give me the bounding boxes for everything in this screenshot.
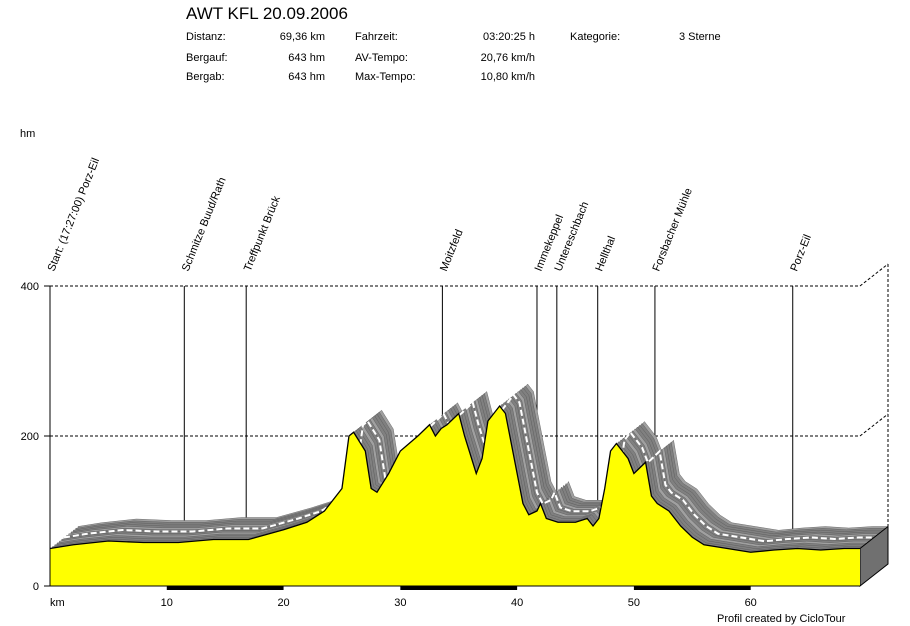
stat-label-av-tempo: AV-Tempo: [355, 52, 408, 64]
waypoint-label: Schmitze Buud/Rath [180, 176, 229, 273]
profile-area [50, 406, 860, 586]
x-tick-label: 20 [277, 597, 289, 609]
waypoint-label: Forsbacher Mühle [651, 186, 695, 273]
x-tick-label: 60 [745, 597, 757, 609]
waypoint-label: Porz-Eil [788, 233, 814, 273]
waypoint-label: Treffpunkt Brück [242, 194, 283, 273]
footer-credit: Profil created by CicloTour [717, 613, 846, 625]
x-tick-label: 30 [394, 597, 406, 609]
stat-label-bergab: Bergab: [186, 71, 225, 83]
x-axis-band [400, 586, 518, 590]
chart-title: AWT KFL 20.09.2006 [186, 4, 348, 23]
waypoint-label: Start: (17:27:00) Porz-Eil [46, 156, 102, 273]
waypoint-label: Hellthal [593, 235, 618, 274]
y-tick-label: 0 [33, 581, 39, 593]
stat-value-distanz: 69,36 km [279, 31, 325, 43]
y-axis-label: hm [20, 128, 36, 140]
profile-line [49, 404, 860, 553]
y-tick-label: 400 [21, 281, 39, 293]
stat-label-kategorie: Kategorie: [570, 31, 621, 43]
waypoint-label: Moitzfeld [438, 228, 466, 273]
x-axis-band [166, 586, 284, 590]
x-tick-label: 10 [161, 597, 173, 609]
stat-value-av-tempo: 20,76 km/h [480, 52, 535, 64]
profile-shadow-highlight [63, 393, 874, 543]
stat-value-bergab: 643 hm [288, 71, 325, 83]
stat-value-kategorie: 3 Sterne [679, 31, 721, 43]
stat-label-fahrzeit: Fahrzeit: [355, 31, 398, 43]
x-axis-band [633, 586, 751, 590]
stat-label-bergauf: Bergauf: [186, 52, 228, 64]
y-tick-label: 200 [21, 431, 39, 443]
x-tick-label: 40 [511, 597, 523, 609]
stat-value-fahrzeit: 03:20:25 h [483, 31, 535, 43]
stat-value-max-tempo: 10,80 km/h [480, 71, 535, 83]
gridline-depth [859, 413, 889, 437]
x-tick-label: km [50, 597, 65, 609]
stat-label-distanz: Distanz: [186, 31, 226, 43]
stat-value-bergauf: 643 hm [288, 52, 325, 64]
stat-label-max-tempo: Max-Tempo: [355, 71, 416, 83]
x-tick-label: 50 [628, 597, 640, 609]
gridline-depth [859, 263, 889, 287]
